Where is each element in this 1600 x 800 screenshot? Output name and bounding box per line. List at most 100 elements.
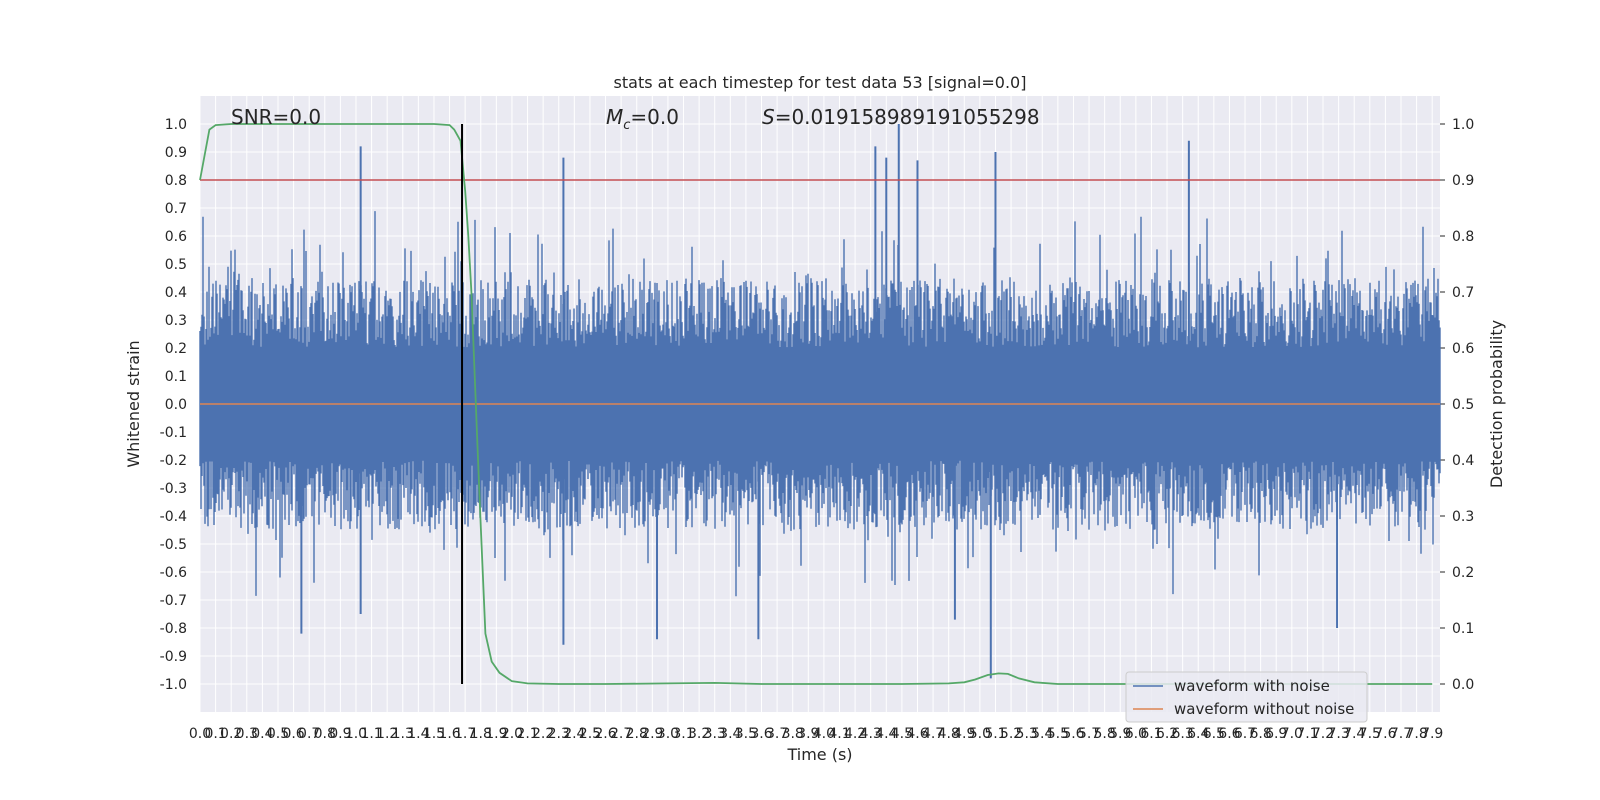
- x-tick-label: 2.3: [548, 726, 570, 742]
- x-tick-label: 5.1: [984, 726, 1006, 742]
- x-tick-label: 0.8: [314, 726, 336, 742]
- x-tick-label: 0.9: [329, 726, 351, 742]
- x-tick-label: 0.0: [189, 726, 211, 742]
- y-tick-label: -0.9: [160, 649, 187, 665]
- x-tick-label: 4.7: [922, 726, 944, 742]
- y2-tick-label: 0.5: [1452, 397, 1474, 413]
- legend: waveform with noise waveform without noi…: [1125, 671, 1368, 723]
- x-tick-label: 0.7: [298, 726, 320, 742]
- x-tick-label: 3.1: [672, 726, 694, 742]
- x-tick-label: 7.8: [1405, 726, 1427, 742]
- x-tick-label: 2.9: [641, 726, 663, 742]
- x-tick-label: 0.5: [267, 726, 289, 742]
- x-tick-label: 6.5: [1203, 726, 1225, 742]
- x-tick-label: 5.5: [1047, 726, 1069, 742]
- x-tick-label: 1.3: [392, 726, 414, 742]
- x-tick-label: 5.8: [1094, 726, 1116, 742]
- legend-label-noise: waveform with noise: [1174, 677, 1330, 695]
- x-tick-label: 6.1: [1140, 726, 1162, 742]
- x-tick-label: 4.6: [906, 726, 928, 742]
- x-tick-label: 2.2: [532, 726, 554, 742]
- x-tick-label: 6.4: [1187, 726, 1209, 742]
- y-tick-label: -0.4: [160, 509, 187, 525]
- x-tick-label: 7.5: [1359, 726, 1381, 742]
- y2-tick-label: 0.7: [1452, 285, 1474, 301]
- x-tick-label: 5.6: [1062, 726, 1084, 742]
- x-tick-label: 3.7: [766, 726, 788, 742]
- x-tick-label: 1.4: [407, 726, 429, 742]
- x-tick-label: 7.3: [1327, 726, 1349, 742]
- y-tick-label: 0.4: [165, 285, 187, 301]
- x-tick-label: 6.3: [1172, 726, 1194, 742]
- y2-tick-label: 0.3: [1452, 509, 1474, 525]
- y-tick-label: 0.0: [165, 397, 187, 413]
- y2-tick-label: 0.4: [1452, 453, 1474, 469]
- x-tick-label: 0.6: [282, 726, 304, 742]
- x-tick-label: 7.0: [1281, 726, 1303, 742]
- y-tick-label: -0.3: [160, 481, 187, 497]
- y-axis-label: Whitened strain: [124, 340, 143, 467]
- y2-tick-label: 1.0: [1452, 117, 1474, 133]
- y-tick-label: 0.6: [165, 229, 187, 245]
- x-tick-label: 5.7: [1078, 726, 1100, 742]
- y2-tick-label: 0.8: [1452, 229, 1474, 245]
- x-tick-label: 2.4: [563, 726, 585, 742]
- snr-annotation: SNR=0.0: [231, 105, 321, 129]
- x-tick-label: 5.4: [1031, 726, 1053, 742]
- x-tick-label: 3.4: [719, 726, 741, 742]
- x-tick-label: 3.2: [688, 726, 710, 742]
- x-tick-label: 7.2: [1312, 726, 1334, 742]
- stat-annotation: S=0.019158989191055298: [762, 105, 1040, 129]
- x-tick-label: 4.2: [844, 726, 866, 742]
- x-tick-label: 6.8: [1249, 726, 1271, 742]
- x-tick-label: 0.1: [204, 726, 226, 742]
- x-tick-label: 6.7: [1234, 726, 1256, 742]
- x-tick-label: 3.0: [657, 726, 679, 742]
- x-tick-label: 5.0: [969, 726, 991, 742]
- x-tick-label: 2.6: [594, 726, 616, 742]
- x-tick-label: 2.0: [501, 726, 523, 742]
- detection-probability-line: [199, 123, 1433, 685]
- x-tick-label: 3.3: [704, 726, 726, 742]
- legend-box: [1125, 671, 1368, 723]
- y2-tick-label: 0.2: [1452, 565, 1474, 581]
- y2-tick-label: 0.9: [1452, 173, 1474, 189]
- x-tick-label: 1.9: [485, 726, 507, 742]
- x-tick-label: 1.2: [376, 726, 398, 742]
- x-tick-label: 4.4: [875, 726, 897, 742]
- y-tick-label: -0.7: [160, 593, 187, 609]
- x-axis-label: Time (s): [786, 745, 852, 764]
- x-tick-label: 6.9: [1265, 726, 1287, 742]
- x-tick-label: 6.0: [1125, 726, 1147, 742]
- x-tick-label: 1.1: [360, 726, 382, 742]
- y-axis-ticks: 1.0 0.9 0.8 0.7 0.6 0.5 0.4 0.3 0.2 0.1 0.0 -0.1 -0.…: [160, 117, 187, 693]
- x-tick-label: 7.4: [1343, 726, 1365, 742]
- y-tick-label: 0.8: [165, 173, 187, 189]
- x-tick-label: 1.8: [470, 726, 492, 742]
- x-tick-label: 6.6: [1218, 726, 1240, 742]
- x-tick-label: 4.0: [813, 726, 835, 742]
- x-tick-label: 3.8: [782, 726, 804, 742]
- x-tick-label: 2.8: [626, 726, 648, 742]
- x-tick-label: 5.9: [1109, 726, 1131, 742]
- x-tick-label: 7.9: [1421, 726, 1443, 742]
- x-tick-label: 4.9: [953, 726, 975, 742]
- x-tick-label: 3.6: [750, 726, 772, 742]
- y-tick-label: 0.5: [165, 257, 187, 273]
- y-tick-label: 0.2: [165, 341, 187, 357]
- y2-tick-label: 0.6: [1452, 341, 1474, 357]
- x-tick-label: 0.3: [236, 726, 258, 742]
- y2-tick-label: 0.0: [1452, 677, 1474, 693]
- x-tick-label: 5.3: [1016, 726, 1038, 742]
- x-axis-ticks: 0.00.10.20.30.40.50.60.70.80.91.01.11.21…: [189, 726, 1443, 742]
- y-tick-label: 0.7: [165, 201, 187, 217]
- chart-title: stats at each timestep for test data 53 …: [614, 73, 1027, 92]
- x-tick-label: 7.6: [1374, 726, 1396, 742]
- y-tick-label: 0.3: [165, 313, 187, 329]
- x-tick-label: 2.1: [516, 726, 538, 742]
- x-tick-label: 6.2: [1156, 726, 1178, 742]
- y2-axis-ticks: 1.0 0.9 0.8 0.7 0.6 0.5 0.4 0.3 0.2 0.1 0.0: [1440, 117, 1474, 693]
- y-tick-label: -0.8: [160, 621, 187, 637]
- x-tick-label: 7.1: [1296, 726, 1318, 742]
